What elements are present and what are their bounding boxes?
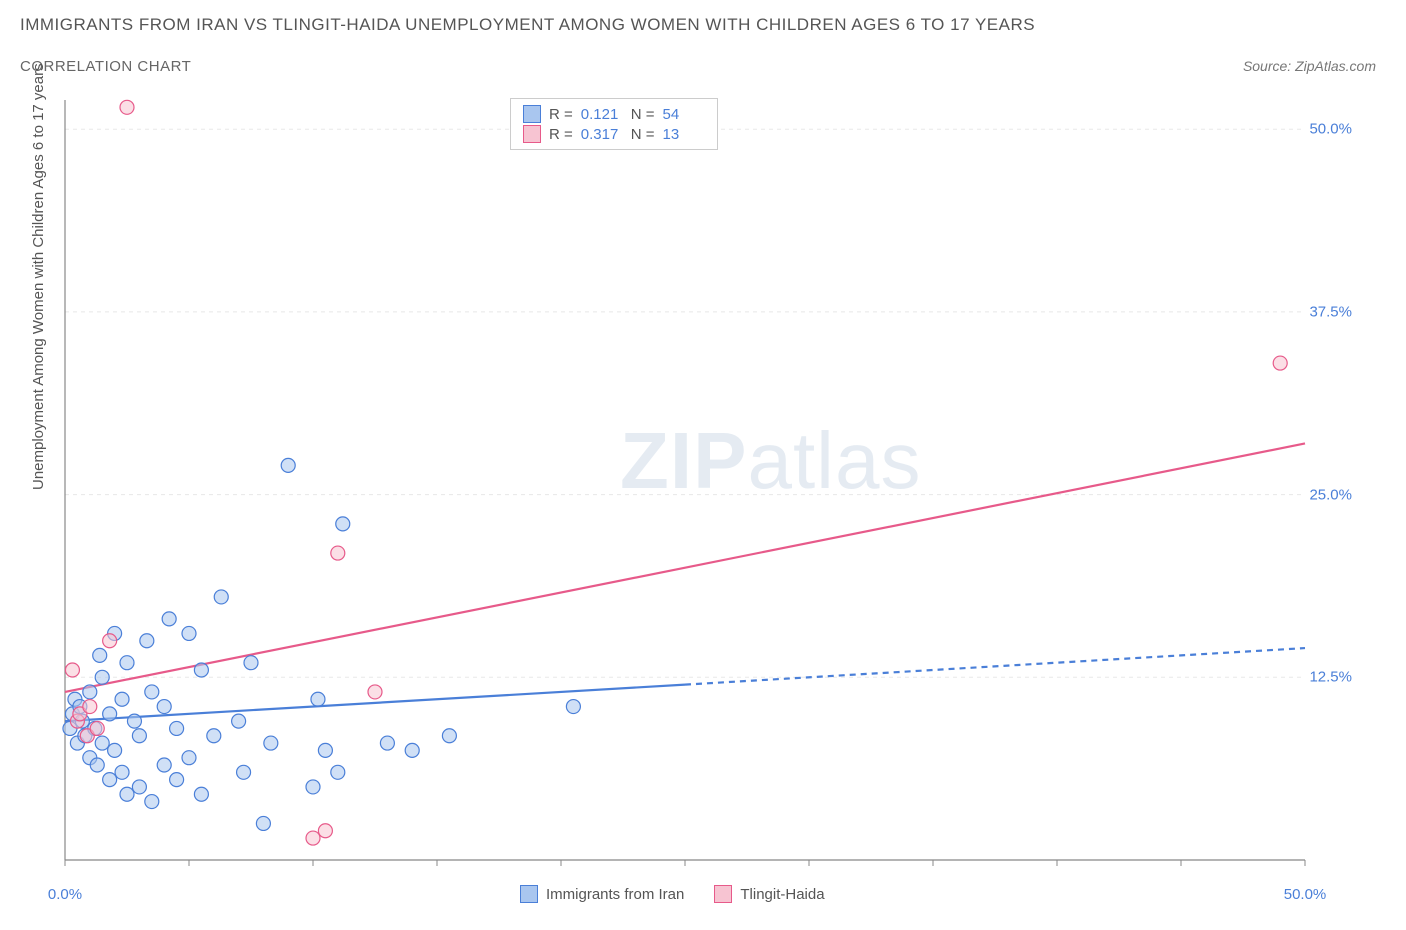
- legend-label-a: Immigrants from Iran: [546, 886, 684, 903]
- swatch-series-b: [523, 125, 541, 143]
- x-tick-label: 0.0%: [48, 886, 82, 903]
- scatter-plot-svg: [60, 95, 1360, 875]
- legend-item-b: Tlingit-Haida: [714, 885, 824, 903]
- swatch-series-a: [523, 105, 541, 123]
- legend-label-b: Tlingit-Haida: [740, 886, 824, 903]
- n-value-b: 13: [663, 126, 705, 143]
- swatch-series-b: [714, 885, 732, 903]
- n-value-a: 54: [663, 106, 705, 123]
- y-tick-label: 12.5%: [1309, 669, 1352, 686]
- legend-bottom: Immigrants from Iran Tlingit-Haida: [520, 885, 825, 903]
- n-label: N =: [631, 106, 655, 123]
- r-label: R =: [549, 126, 573, 143]
- y-axis-label: Unemployment Among Women with Children A…: [30, 63, 47, 490]
- y-tick-label: 25.0%: [1309, 486, 1352, 503]
- r-label: R =: [549, 106, 573, 123]
- r-value-b: 0.317: [581, 126, 623, 143]
- y-tick-label: 37.5%: [1309, 303, 1352, 320]
- chart-plot-area: ZIPatlas R = 0.121 N = 54 R = 0.317 N = …: [60, 95, 1360, 875]
- stats-legend-box: R = 0.121 N = 54 R = 0.317 N = 13: [510, 98, 718, 150]
- legend-item-a: Immigrants from Iran: [520, 885, 684, 903]
- chart-title: IMMIGRANTS FROM IRAN VS TLINGIT-HAIDA UN…: [20, 15, 1035, 35]
- x-tick-label: 50.0%: [1284, 886, 1327, 903]
- y-tick-label: 50.0%: [1309, 121, 1352, 138]
- stats-row-series-b: R = 0.317 N = 13: [523, 125, 705, 143]
- source-attribution: Source: ZipAtlas.com: [1243, 58, 1376, 74]
- r-value-a: 0.121: [581, 106, 623, 123]
- swatch-series-a: [520, 885, 538, 903]
- stats-row-series-a: R = 0.121 N = 54: [523, 105, 705, 123]
- n-label: N =: [631, 126, 655, 143]
